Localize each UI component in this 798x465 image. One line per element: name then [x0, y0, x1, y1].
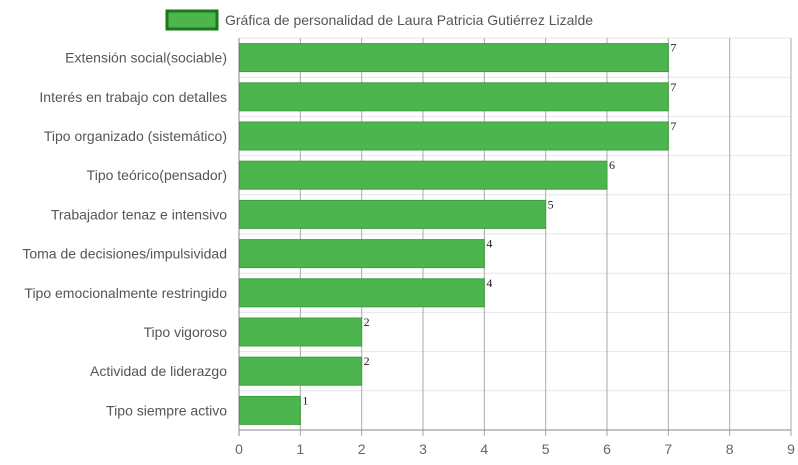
x-tick-label: 5	[542, 441, 550, 457]
category-label: Trabajador tenaz e intensivo	[51, 206, 227, 222]
category-label: Extensión social(sociable)	[65, 50, 227, 66]
x-tick-label: 7	[664, 441, 672, 457]
data-label: 5	[548, 197, 554, 211]
bars	[239, 43, 669, 425]
data-label: 7	[670, 80, 676, 94]
x-tick-label: 2	[358, 441, 366, 457]
category-label: Tipo organizado (sistemático)	[44, 128, 227, 144]
bar[interactable]	[239, 121, 669, 151]
legend[interactable]: Gráfica de personalidad de Laura Patrici…	[165, 9, 593, 31]
data-label: 2	[364, 315, 370, 329]
category-labels: Extensión social(sociable) Interés en tra…	[22, 50, 227, 419]
category-label: Interés en trabajo con detalles	[39, 89, 227, 105]
data-label: 6	[609, 158, 615, 172]
legend-label: Gráfica de personalidad de Laura Patrici…	[225, 12, 593, 28]
x-axis: 0 1 2 3 4 5 6 7 8 9	[235, 441, 795, 457]
data-labels: 7 7 7 6 5 4 4 2 2 1	[302, 41, 676, 408]
legend-swatch[interactable]	[165, 9, 219, 31]
data-label: 4	[486, 237, 492, 251]
bar[interactable]	[239, 395, 301, 425]
data-label: 7	[670, 119, 676, 133]
bar[interactable]	[239, 43, 669, 73]
category-label: Tipo emocionalmente restringido	[24, 285, 227, 301]
x-tick-label: 0	[235, 441, 243, 457]
category-label: Actividad de liderazgo	[90, 363, 227, 379]
x-tick-label: 9	[787, 441, 795, 457]
x-tick-label: 4	[480, 441, 488, 457]
data-label: 2	[364, 354, 370, 368]
data-label: 4	[486, 276, 492, 290]
category-label: Toma de decisiones/impulsividad	[22, 246, 227, 262]
category-label: Tipo teórico(pensador)	[87, 167, 227, 183]
x-tick-label: 1	[296, 441, 304, 457]
bar[interactable]	[239, 199, 547, 229]
bar[interactable]	[239, 239, 485, 269]
bar[interactable]	[239, 317, 363, 347]
x-tick-label: 8	[726, 441, 734, 457]
data-label: 7	[670, 41, 676, 55]
bar[interactable]	[239, 82, 669, 112]
category-label: Tipo siempre activo	[106, 402, 227, 418]
bar[interactable]	[239, 160, 608, 190]
x-tick-label: 6	[603, 441, 611, 457]
data-label: 1	[302, 393, 308, 407]
bar[interactable]	[239, 356, 363, 386]
category-label: Tipo vigoroso	[143, 324, 227, 340]
bar[interactable]	[239, 278, 485, 308]
x-tick-label: 3	[419, 441, 427, 457]
